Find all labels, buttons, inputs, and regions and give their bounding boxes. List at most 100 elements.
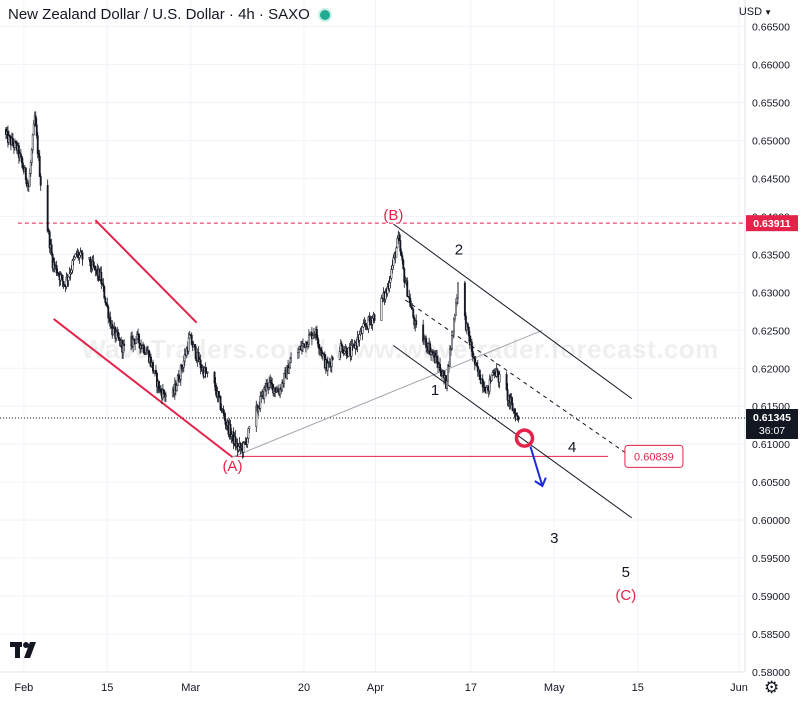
price-tick-label: 0.64500 [752,173,790,185]
candle-body [79,251,82,256]
candle-body [307,334,310,345]
candle-body [350,345,353,357]
candle-body [61,275,64,282]
candle-body [223,413,226,420]
candle-body [478,369,481,380]
trendline-channel-upper[interactable] [393,223,633,400]
candle-body [259,396,262,409]
candle-body [28,173,31,187]
candle-body [339,343,342,352]
trendline-channel-mid[interactable] [404,299,633,458]
candle-body [401,255,404,261]
trendline-rising-gray[interactable] [232,329,543,458]
candle-body [301,345,303,351]
candle-body [298,349,300,353]
candle-body [395,247,398,258]
wave-label[interactable]: 3 [550,530,558,547]
candle-body [145,352,147,355]
candle-body [62,280,65,285]
candle-body [152,362,154,372]
symbol-title-bar[interactable]: New Zealand Dollar / U.S. Dollar · 4h · … [8,6,332,23]
candle-body [481,378,484,388]
wave-label[interactable]: (C) [615,587,636,604]
candle-body [229,424,232,437]
symbol-title[interactable]: New Zealand Dollar / U.S. Dollar · 4h · … [8,6,310,23]
candle-body [456,282,459,299]
candle-body [338,351,341,360]
currency-selector[interactable]: USD ▼ [739,6,772,18]
candles [5,111,520,459]
wave-label[interactable]: 5 [622,564,630,581]
candle-body [187,337,190,352]
candle-body [396,238,399,249]
candle-body [117,332,120,338]
time-tick-label: 15 [632,682,644,694]
candle-body [493,371,496,375]
candle-body [34,115,37,126]
candle-body [464,315,467,331]
candle-body [94,265,97,271]
candle-body [297,351,299,359]
candle-body [361,326,364,334]
candle-body [408,296,411,299]
price-tick-label: 0.65000 [752,135,790,147]
trendline-wedge-upper[interactable] [94,219,198,324]
price-tick-label: 0.63500 [752,249,790,261]
wave-label[interactable]: (A) [222,458,242,475]
wave-label[interactable]: 1 [431,382,439,399]
candle-body [403,268,406,283]
candle-body [402,259,405,270]
candle-body [288,367,291,374]
time-axis[interactable]: Feb 15 Mar 20 Apr 17 May 15 Jun [14,682,748,694]
price-tick-label: 0.62500 [752,325,790,337]
candle-body [118,337,121,340]
price-tick-label: 0.66000 [752,60,790,72]
candle-body [390,269,393,279]
candle-body [485,387,488,394]
candle-body [182,360,185,368]
candle-body [317,343,320,349]
candle-body [517,416,520,420]
candle-body [71,260,74,271]
candle-body [11,138,14,145]
candle-body [143,345,145,354]
wave-label[interactable]: 4 [568,439,576,456]
trendline-wedge-lower[interactable] [53,318,234,458]
candle-body [289,361,292,369]
price-axis[interactable]: 0.665000.660000.655000.650000.645000.640… [752,22,790,679]
candle-body [31,134,34,151]
candle-body [92,260,95,267]
breakout-circle-marker[interactable] [514,428,535,448]
candle-body [100,271,103,284]
watermark-layer: WaveTraders.com / www.wavetrader.forecas… [81,334,718,364]
candle-body [214,382,217,392]
candle-body [283,373,286,384]
time-tick-label: 17 [465,682,477,694]
wave-label[interactable]: (B) [383,207,403,224]
candle-body [255,405,258,427]
direction-arrow[interactable] [529,446,544,487]
candle-body [157,381,160,391]
annotations-layer: (A) (B) 1 2 3 4 5 (C) [222,207,636,604]
candle-body [112,328,115,336]
wave-label[interactable]: 2 [455,241,463,258]
gear-icon[interactable]: ⚙ [764,678,780,697]
candle-body [138,334,141,344]
candle-body [290,358,292,363]
candle-body [463,282,466,317]
candle-body [222,409,225,414]
candle-body [242,442,245,453]
price-tick-label: 0.58000 [752,667,790,679]
level-label-text: 0.60839 [634,451,674,463]
trendline-channel-lower[interactable] [393,345,633,519]
level-label-box[interactable] [624,444,684,468]
candle-body [55,265,58,274]
candle-body [491,372,494,376]
candle-body [217,390,220,397]
candle-body [237,446,240,451]
candle-body [388,282,391,289]
tradingview-logo-icon[interactable] [10,640,42,665]
